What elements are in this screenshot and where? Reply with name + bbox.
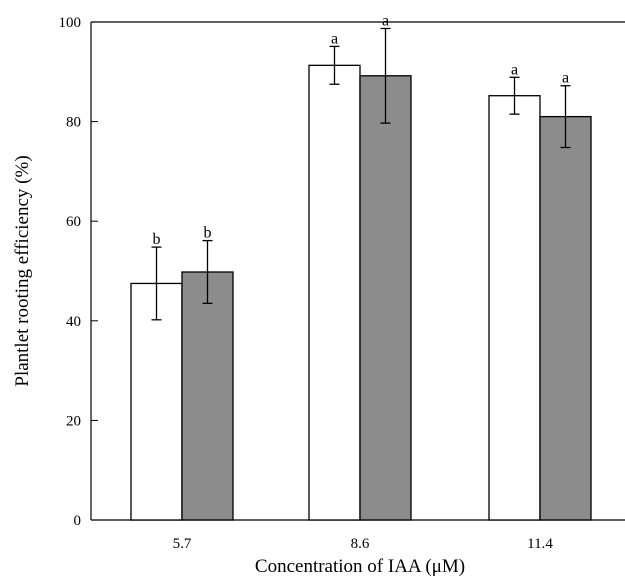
x-axis-title: Concentration of IAA (μM) (255, 556, 465, 577)
significance-label: a (382, 12, 389, 29)
y-tick-label: 100 (59, 15, 82, 31)
y-tick-label: 0 (74, 513, 82, 529)
significance-label: a (562, 70, 569, 87)
significance-label: b (204, 225, 212, 242)
y-tick-label: 20 (66, 413, 81, 429)
x-tick-label: 11.4 (527, 536, 553, 552)
plot-area: 0 20 40 60 80 100 b b 5.7 a a 8.6 a a 11.4 (59, 12, 625, 552)
x-tick-label: 5.7 (173, 536, 192, 552)
bar (488, 95, 541, 521)
significance-label: a (331, 30, 338, 47)
bar (181, 271, 234, 521)
significance-label: b (153, 231, 161, 248)
significance-label: a (511, 61, 518, 78)
bar (539, 115, 592, 521)
x-tick-label: 8.6 (351, 536, 370, 552)
bar (359, 75, 412, 521)
bar (308, 64, 361, 521)
y-tick-label: 40 (66, 314, 81, 330)
y-tick-label: 80 (66, 115, 81, 131)
y-tick-label: 60 (66, 214, 81, 230)
y-axis-title: Plantlet rooting efficiency (%) (12, 155, 33, 386)
